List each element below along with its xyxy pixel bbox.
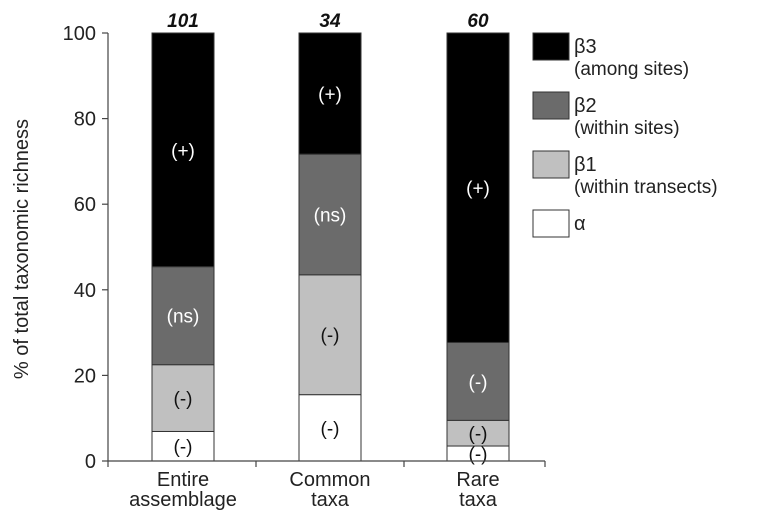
bar-total-label: 60 [467, 11, 489, 32]
y-axis-title: % of total taxonomic richness [11, 119, 33, 379]
x-category-label: taxa [459, 489, 498, 511]
bar-stack: (-)(-)(-)(+)60 [446, 11, 510, 466]
plot-area: (-)(-)(ns)(+)101(-)(-)(ns)(+)34(-)(-)(-)… [151, 11, 510, 466]
legend-name: α [574, 213, 586, 235]
y-tick-label: 0 [85, 451, 96, 473]
bar-segment [298, 32, 362, 155]
legend-item: β1(within transects) [532, 150, 718, 198]
segment-significance-label: (-) [174, 389, 193, 410]
segment-significance-label: (+) [171, 141, 195, 162]
legend-name: β2 [574, 95, 597, 117]
segment-significance-label: (+) [318, 85, 342, 106]
y-tick-label: 80 [74, 109, 96, 131]
legend-swatch [532, 209, 570, 238]
segment-significance-label: (ns) [167, 307, 200, 328]
legend-item: α [532, 209, 586, 238]
legend-name: β1 [574, 154, 597, 176]
x-category-label: Entire [157, 469, 209, 491]
legend: β3(among sites)β2(within sites)β1(within… [532, 32, 718, 238]
segment-significance-label: (-) [321, 419, 340, 440]
legend-swatch [532, 32, 570, 61]
legend-item: β2(within sites) [532, 91, 680, 139]
legend-description: (within transects) [574, 177, 718, 198]
segment-significance-label: (-) [174, 437, 193, 458]
segment-significance-label: (ns) [314, 205, 347, 226]
legend-swatch [532, 150, 570, 179]
x-category-label: Rare [456, 469, 499, 491]
bar-stack: (-) (-) (ns) (+) 101 [151, 11, 215, 462]
segment-significance-label: (-) [469, 424, 488, 445]
y-tick-label: 20 [74, 365, 96, 387]
bar-segment [298, 153, 362, 276]
bar-segment [446, 419, 510, 447]
bar-total-label: 101 [167, 11, 199, 32]
legend-description: (among sites) [574, 59, 689, 80]
bar-segment [446, 32, 510, 343]
x-category-label: taxa [311, 489, 350, 511]
bar-stack: (-) (-) (ns) (+) 34 [298, 11, 362, 462]
legend-item: β3(among sites) [532, 32, 689, 80]
y-tick-label: 100 [63, 23, 96, 45]
legend-name: β3 [574, 36, 597, 58]
y-axis: 0 20 40 60 80 100 [63, 23, 109, 473]
x-category-label: assemblage [129, 489, 237, 511]
bar-segment [151, 32, 215, 268]
legend-swatch [532, 91, 570, 120]
y-tick-label: 40 [74, 280, 96, 302]
segment-significance-label: (-) [321, 326, 340, 347]
segment-significance-label: (-) [469, 372, 488, 393]
bar-total-label: 34 [319, 11, 341, 32]
bar-segment [298, 274, 362, 396]
segment-significance-label: (+) [466, 179, 490, 200]
x-category-label: Common [289, 469, 370, 491]
y-tick-label: 60 [74, 194, 96, 216]
legend-description: (within sites) [574, 118, 680, 139]
bar-segment [151, 364, 215, 432]
bar-segment [151, 430, 215, 462]
segment-significance-label: (-) [469, 445, 488, 466]
